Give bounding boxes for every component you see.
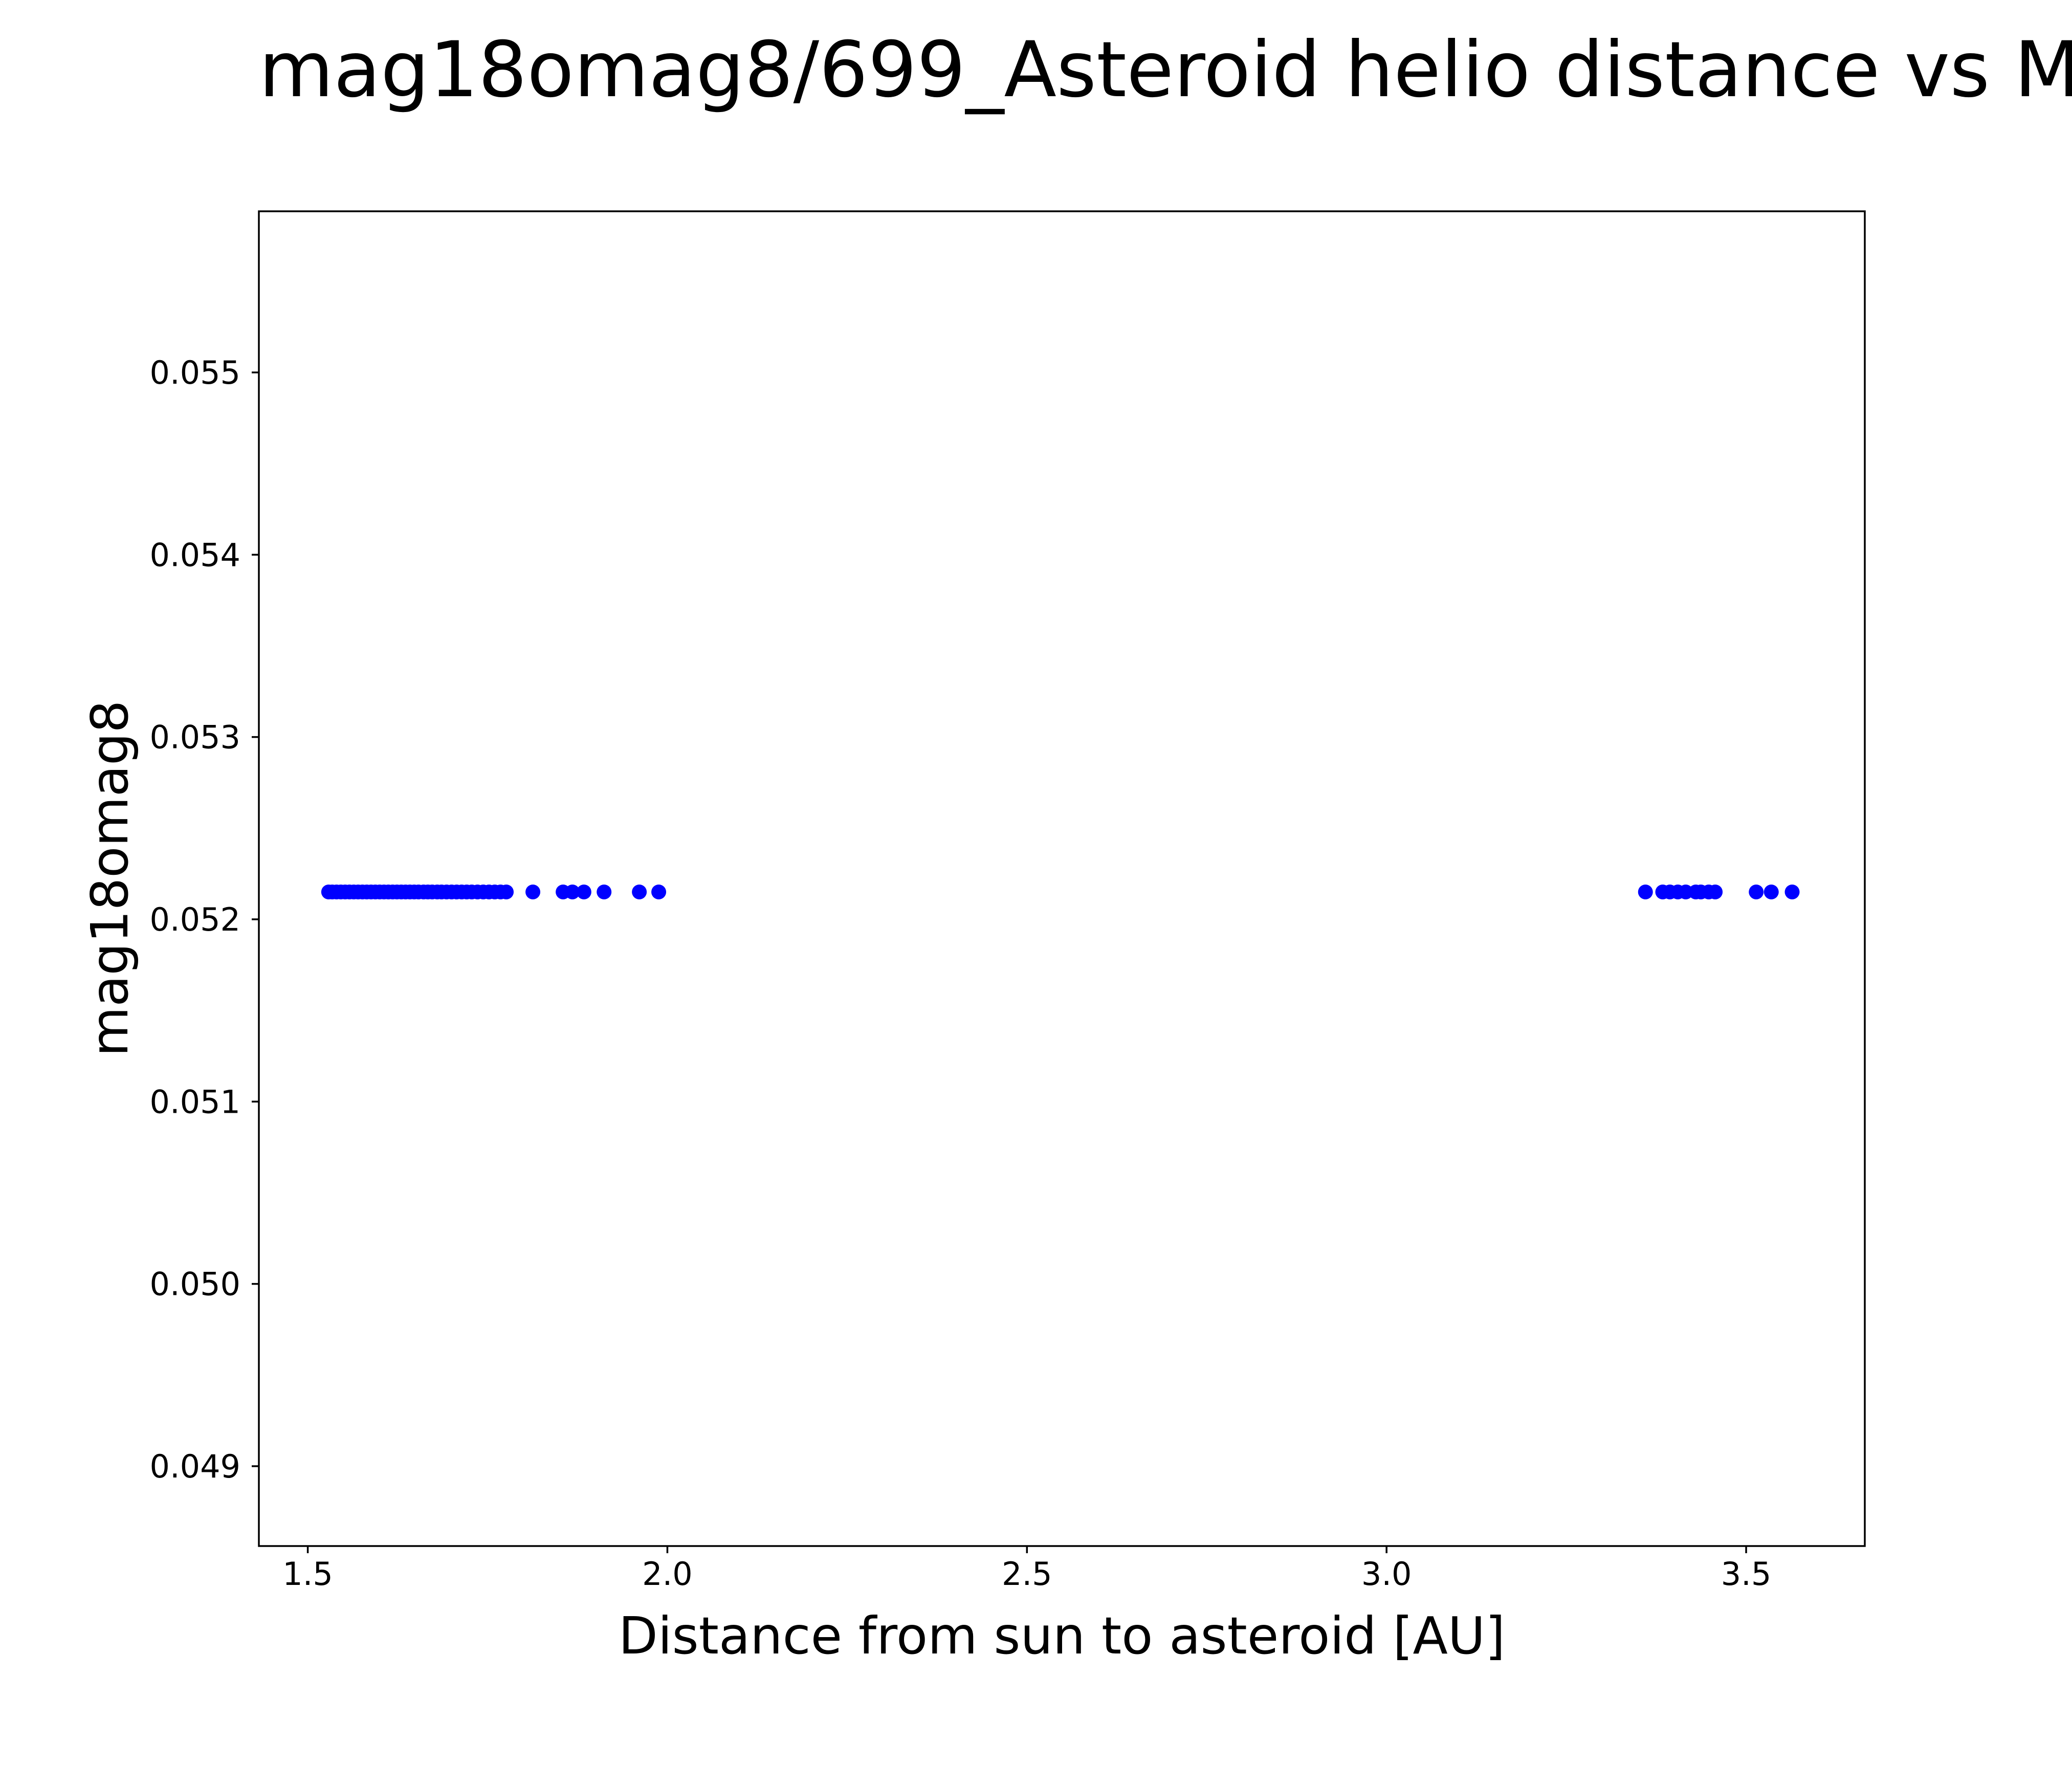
data-point [1784, 885, 1800, 900]
data-point [1708, 885, 1723, 900]
x-tick-label: 1.5 [282, 1555, 333, 1593]
data-point [565, 885, 580, 900]
plot-border [258, 210, 1866, 1547]
y-tick-label: 0.055 [150, 354, 241, 391]
y-tick-label: 0.049 [150, 1448, 241, 1485]
y-tick-label: 0.053 [150, 719, 241, 756]
data-point [651, 885, 667, 900]
y-tick-label: 0.052 [150, 901, 241, 938]
data-point [576, 885, 591, 900]
y-tick-label: 0.050 [150, 1266, 241, 1303]
x-axis-label: Distance from sun to asteroid [AU] [618, 1606, 1506, 1666]
data-point [1749, 885, 1764, 900]
x-tick-label: 2.5 [1002, 1555, 1052, 1593]
data-point [597, 885, 612, 900]
chart-title: mag18omag8/699_Asteroid helio distance v… [259, 26, 2072, 115]
x-tick-label: 3.5 [1721, 1555, 1772, 1593]
x-tick-label: 3.0 [1361, 1555, 1412, 1593]
data-point [1638, 885, 1653, 900]
x-tick-label: 2.0 [642, 1555, 693, 1593]
data-point [632, 885, 647, 900]
data-point [499, 885, 514, 900]
y-tick-label: 0.054 [150, 536, 241, 573]
data-point [525, 885, 541, 900]
data-point [1764, 885, 1779, 900]
y-tick-label: 0.051 [150, 1083, 241, 1120]
